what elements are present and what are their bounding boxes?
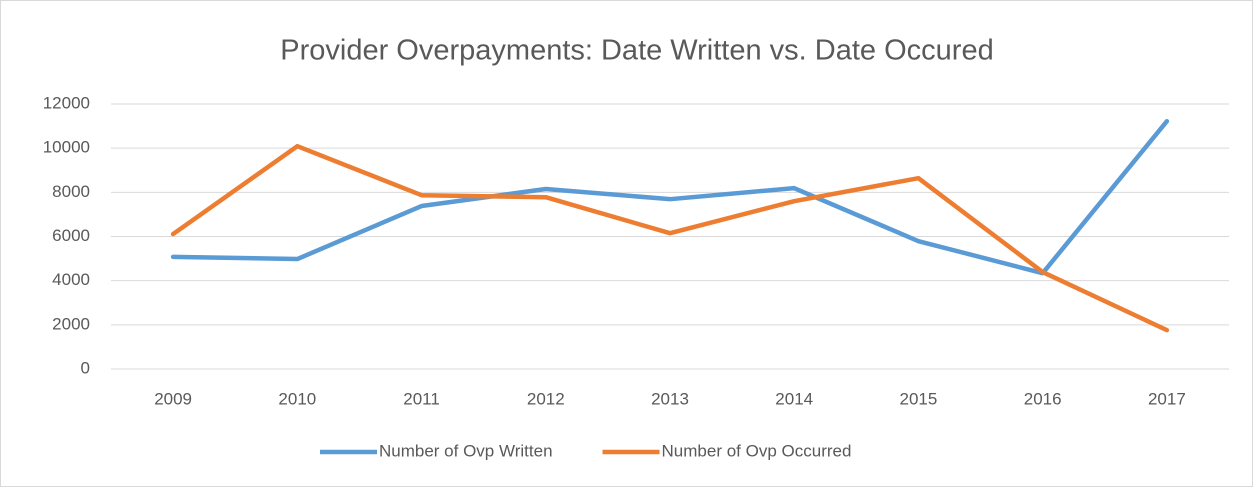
y-tick-label: 4000 bbox=[52, 270, 90, 289]
x-tick-label: 2013 bbox=[651, 389, 689, 408]
chart-title: Provider Overpayments: Date Written vs. … bbox=[280, 35, 993, 67]
x-tick-label: 2012 bbox=[527, 389, 565, 408]
y-tick-label: 6000 bbox=[52, 226, 90, 245]
x-tick-label: 2014 bbox=[775, 389, 813, 408]
x-tick-label: 2015 bbox=[900, 389, 938, 408]
legend-label: Number of Ovp Occurred bbox=[662, 441, 852, 460]
y-tick-label: 0 bbox=[81, 358, 90, 377]
y-tick-label: 2000 bbox=[52, 314, 90, 333]
x-tick-label: 2016 bbox=[1024, 389, 1062, 408]
y-tick-label: 8000 bbox=[52, 182, 90, 201]
x-tick-label: 2017 bbox=[1148, 389, 1186, 408]
x-tick-label: 2009 bbox=[154, 389, 192, 408]
series-line bbox=[170, 118, 1170, 276]
x-tick-label: 2010 bbox=[278, 389, 316, 408]
legend-label: Number of Ovp Written bbox=[379, 441, 553, 460]
series-line bbox=[170, 143, 1170, 333]
x-tick-label: 2011 bbox=[403, 389, 440, 408]
y-tick-label: 10000 bbox=[43, 138, 90, 157]
y-tick-label: 12000 bbox=[43, 93, 90, 112]
